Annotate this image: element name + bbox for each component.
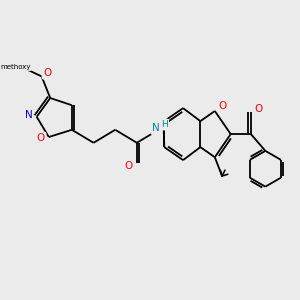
Text: N: N bbox=[25, 110, 32, 120]
Text: O: O bbox=[219, 101, 227, 111]
Text: H: H bbox=[161, 120, 168, 129]
Text: O: O bbox=[125, 161, 133, 172]
Text: methoxy: methoxy bbox=[0, 64, 31, 70]
Text: N: N bbox=[152, 123, 160, 133]
Text: O: O bbox=[255, 104, 263, 114]
Text: O: O bbox=[37, 134, 45, 143]
Text: O: O bbox=[43, 68, 52, 78]
